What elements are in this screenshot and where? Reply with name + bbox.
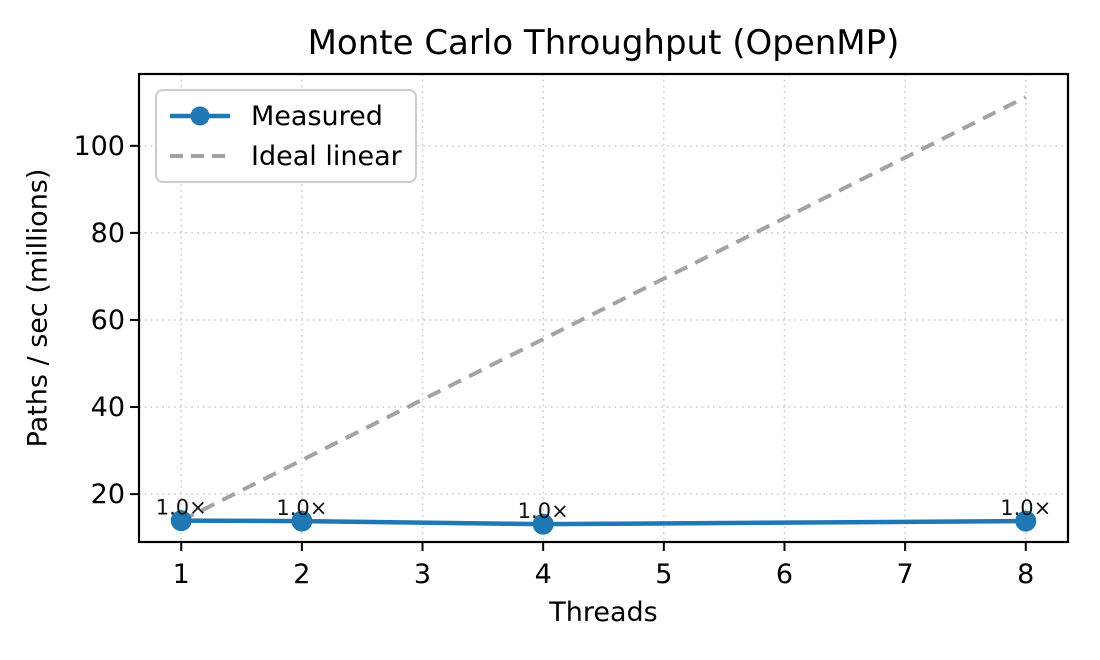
measured-line-sample-icon (170, 106, 230, 126)
x-tick-label: 3 (414, 559, 431, 590)
y-tick-label: 100 (73, 131, 125, 162)
series-measured-marker (532, 513, 554, 535)
legend: Measured Ideal linear (155, 89, 417, 183)
chart-title: Monte Carlo Throughput (OpenMP) (307, 23, 900, 63)
axes-frame (137, 72, 1070, 544)
speedup-annotation: 1.0× (156, 496, 207, 520)
x-tick-label: 5 (655, 559, 672, 590)
x-tick-label: 6 (776, 559, 793, 590)
series-measured-line (178, 518, 1029, 527)
x-axis-label: Threads (549, 597, 658, 628)
x-tick-label: 8 (1017, 559, 1034, 590)
legend-item-ideal: Ideal linear (169, 140, 415, 173)
ideal-line-sample-icon (170, 154, 230, 158)
y-tick-label: 20 (91, 479, 125, 510)
x-tick-label: 4 (535, 559, 552, 590)
series-measured-marker (170, 510, 192, 532)
series-ideal-linear-line (180, 95, 1027, 523)
x-tick-label: 1 (173, 559, 190, 590)
legend-item-measured: Measured (169, 100, 415, 133)
speedup-annotation: 1.0× (276, 496, 327, 520)
legend-label-ideal: Ideal linear (251, 140, 402, 172)
speedup-annotation: 1.0× (518, 499, 569, 523)
series-measured-marker (1015, 510, 1037, 532)
y-tick-label: 40 (91, 392, 125, 423)
y-axis-label: Paths / sec (millions) (22, 168, 54, 448)
x-tick-label: 7 (897, 559, 914, 590)
x-tick-label: 2 (293, 559, 310, 590)
series-measured-marker (291, 510, 313, 532)
speedup-annotation: 1.0× (1000, 496, 1051, 520)
legend-label-measured: Measured (251, 100, 383, 132)
y-tick-label: 60 (91, 305, 125, 336)
y-tick-label: 80 (91, 218, 125, 249)
